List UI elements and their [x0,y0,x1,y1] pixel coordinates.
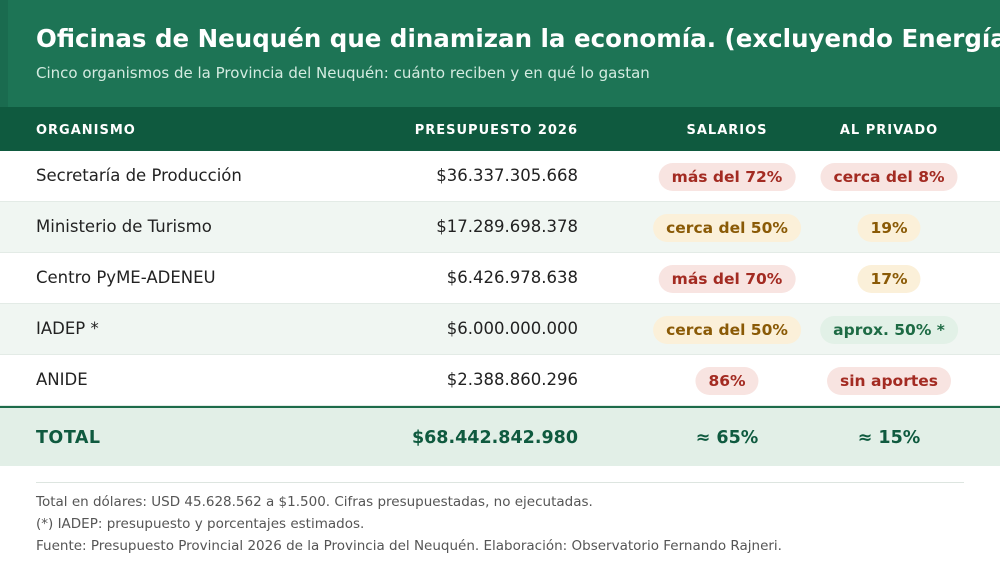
privado-badge: aprox. 50% * [820,316,958,344]
privado-badge: 19% [857,214,921,242]
salarios-badge: 86% [695,367,759,395]
footnote-iadep: (*) IADEP: presupuesto y porcentajes est… [36,516,365,532]
footer-divider [36,482,964,483]
total-privado: ≈ 15% [857,428,921,448]
salarios-badge: más del 70% [658,265,796,293]
organismo-name: Centro PyME-ADENEU [36,268,216,287]
footnote-dollars: Total en dólares: USD 45.628.562 a $1.50… [36,494,593,510]
total-row: TOTAL $68.442.842.980 ≈ 65% ≈ 15% [0,406,1000,466]
organismo-name: Ministerio de Turismo [36,217,212,236]
column-header-organismo: ORGANISMO [36,123,136,138]
total-label: TOTAL [36,428,101,448]
footnote-source: Fuente: Presupuesto Provincial 2026 de l… [36,538,782,554]
table-header: ORGANISMO PRESUPUESTO 2026 SALARIOS AL P… [0,107,1000,151]
table-row: ANIDE $2.388.860.296 86% sin aportes [0,355,1000,406]
column-header-presupuesto: PRESUPUESTO 2026 [414,123,578,138]
total-salarios: ≈ 65% [695,428,759,448]
page-subtitle: Cinco organismos de la Provincia del Neu… [36,64,650,82]
organismo-name: Secretaría de Producción [36,166,242,185]
table-row: Secretaría de Producción $36.337.305.668… [0,151,1000,202]
table-row: Centro PyME-ADENEU $6.426.978.638 más de… [0,253,1000,304]
organismo-name: ANIDE [36,370,88,389]
total-budget: $68.442.842.980 [411,428,578,448]
budget-amount: $17.289.698.378 [436,217,578,236]
column-header-al-privado: AL PRIVADO [839,123,939,138]
column-header-salarios: SALARIOS [686,123,768,138]
table-row: IADEP * $6.000.000.000 cerca del 50% apr… [0,304,1000,355]
header-banner: Oficinas de Neuquén que dinamizan la eco… [0,0,1000,107]
budget-amount: $36.337.305.668 [436,166,578,185]
salarios-badge: cerca del 50% [653,214,801,242]
budget-amount: $2.388.860.296 [446,370,578,389]
privado-badge: sin aportes [827,367,951,395]
header-inner [8,0,1000,107]
salarios-badge: más del 72% [658,163,796,191]
privado-badge: cerca del 8% [820,163,958,191]
budget-amount: $6.426.978.638 [446,268,578,287]
organismo-name: IADEP * [36,319,99,338]
salarios-badge: cerca del 50% [653,316,801,344]
privado-badge: 17% [857,265,921,293]
page-title: Oficinas de Neuquén que dinamizan la eco… [36,24,1000,53]
table-row: Ministerio de Turismo $17.289.698.378 ce… [0,202,1000,253]
budget-amount: $6.000.000.000 [446,319,578,338]
